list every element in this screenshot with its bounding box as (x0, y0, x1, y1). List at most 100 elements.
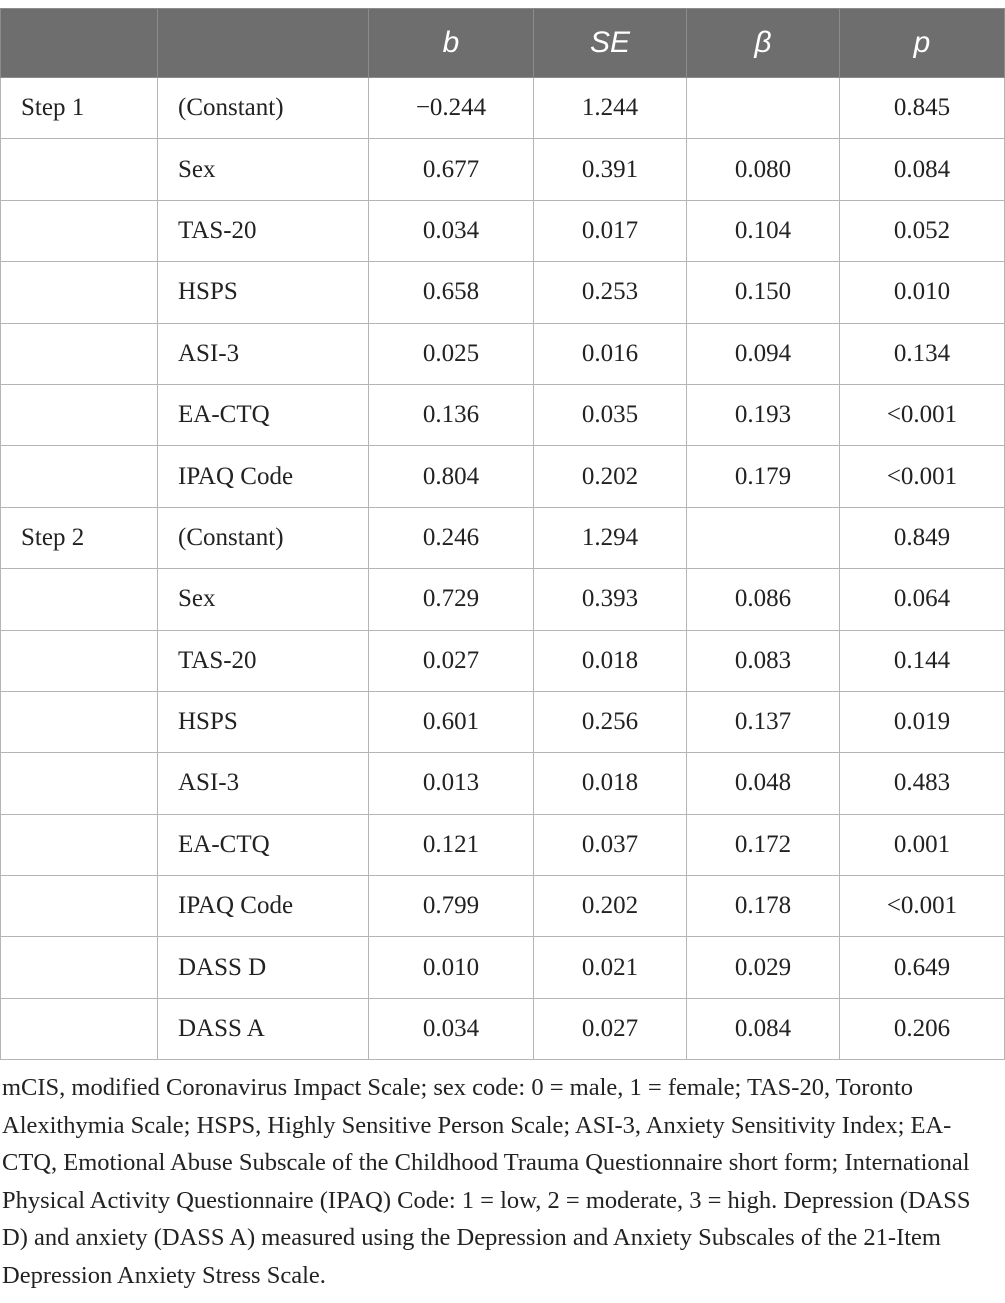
se-cell: 0.027 (533, 997, 687, 1061)
table-row: IPAQ Code 0.799 0.202 0.178 <0.001 (0, 875, 1005, 938)
variable-cell: IPAQ Code (157, 445, 369, 508)
b-cell: 0.677 (368, 138, 534, 201)
variable-cell: TAS-20 (157, 199, 369, 263)
p-cell: <0.001 (839, 445, 1005, 508)
variable-cell: (Constant) (157, 76, 369, 140)
b-cell: 0.601 (368, 690, 534, 754)
table-row: TAS-20 0.027 0.018 0.083 0.144 (0, 629, 1005, 692)
table-row: Sex 0.729 0.393 0.086 0.064 (0, 568, 1005, 631)
table-row: DASS D 0.010 0.021 0.029 0.649 (0, 936, 1005, 999)
variable-cell: DASS A (157, 997, 369, 1061)
se-cell: 0.018 (533, 629, 687, 692)
variable-cell: EA-CTQ (157, 383, 369, 447)
p-cell: 0.649 (839, 936, 1005, 999)
p-cell: 0.019 (839, 690, 1005, 754)
table-row: ASI-3 0.025 0.016 0.094 0.134 (0, 322, 1005, 385)
step-cell (0, 383, 158, 447)
se-cell: 0.391 (533, 138, 687, 201)
step-cell (0, 752, 158, 815)
step-cell (0, 199, 158, 263)
beta-cell: 0.083 (686, 629, 840, 692)
beta-cell: 0.179 (686, 445, 840, 508)
p-cell: 0.849 (839, 506, 1005, 570)
se-cell: 0.253 (533, 261, 687, 324)
b-cell: 0.246 (368, 506, 534, 570)
p-cell: 0.483 (839, 752, 1005, 815)
variable-cell: Sex (157, 138, 369, 201)
step-cell: Step 1 (0, 76, 158, 140)
step-cell (0, 813, 158, 877)
step-cell (0, 568, 158, 631)
beta-cell: 0.094 (686, 322, 840, 385)
beta-cell: 0.084 (686, 997, 840, 1061)
step-cell: Step 2 (0, 506, 158, 570)
variable-cell: Sex (157, 568, 369, 631)
table-row: IPAQ Code 0.804 0.202 0.179 <0.001 (0, 445, 1005, 508)
step-cell (0, 875, 158, 938)
se-cell: 0.021 (533, 936, 687, 999)
p-cell: 0.134 (839, 322, 1005, 385)
table-row: HSPS 0.658 0.253 0.150 0.010 (0, 261, 1005, 324)
se-cell: 0.017 (533, 199, 687, 263)
variable-cell: HSPS (157, 261, 369, 324)
table-row: Step 1 (Constant) −0.244 1.244 0.845 (0, 76, 1005, 140)
beta-cell: 0.048 (686, 752, 840, 815)
p-cell: 0.010 (839, 261, 1005, 324)
table-body: Step 1 (Constant) −0.244 1.244 0.845 Sex 0.677… (0, 76, 1005, 1061)
b-cell: 0.013 (368, 752, 534, 815)
b-cell: 0.658 (368, 261, 534, 324)
table-row: HSPS 0.601 0.256 0.137 0.019 (0, 690, 1005, 754)
beta-cell: 0.137 (686, 690, 840, 754)
header-variable (157, 8, 369, 78)
b-cell: 0.804 (368, 445, 534, 508)
b-cell: −0.244 (368, 76, 534, 140)
se-cell: 0.018 (533, 752, 687, 815)
variable-cell: ASI-3 (157, 322, 369, 385)
se-cell: 0.393 (533, 568, 687, 631)
se-cell: 0.202 (533, 875, 687, 938)
beta-cell: 0.029 (686, 936, 840, 999)
variable-cell: ASI-3 (157, 752, 369, 815)
p-cell: 0.845 (839, 76, 1005, 140)
step-cell (0, 445, 158, 508)
p-cell: <0.001 (839, 875, 1005, 938)
variable-cell: IPAQ Code (157, 875, 369, 938)
p-cell: 0.064 (839, 568, 1005, 631)
se-cell: 1.244 (533, 76, 687, 140)
table-row: TAS-20 0.034 0.017 0.104 0.052 (0, 199, 1005, 263)
se-cell: 0.016 (533, 322, 687, 385)
table-row: EA-CTQ 0.136 0.035 0.193 <0.001 (0, 383, 1005, 447)
b-cell: 0.136 (368, 383, 534, 447)
header-step (0, 8, 158, 78)
beta-cell (686, 76, 840, 140)
p-cell: 0.084 (839, 138, 1005, 201)
beta-cell: 0.150 (686, 261, 840, 324)
beta-cell: 0.104 (686, 199, 840, 263)
variable-cell: HSPS (157, 690, 369, 754)
p-cell: 0.144 (839, 629, 1005, 692)
header-se: SE (533, 8, 687, 78)
table-row: EA-CTQ 0.121 0.037 0.172 0.001 (0, 813, 1005, 877)
se-cell: 0.035 (533, 383, 687, 447)
header-b: b (368, 8, 534, 78)
step-cell (0, 997, 158, 1061)
beta-cell: 0.178 (686, 875, 840, 938)
table-row: DASS A 0.034 0.027 0.084 0.206 (0, 997, 1005, 1061)
se-cell: 0.256 (533, 690, 687, 754)
step-cell (0, 261, 158, 324)
table-row: ASI-3 0.013 0.018 0.048 0.483 (0, 752, 1005, 815)
se-cell: 0.037 (533, 813, 687, 877)
p-cell: 0.052 (839, 199, 1005, 263)
p-cell: <0.001 (839, 383, 1005, 447)
regression-table: b SE β p Step 1 (Constant) −0.244 1.244 0.84… (0, 8, 1005, 1061)
b-cell: 0.025 (368, 322, 534, 385)
header-p: p (839, 8, 1005, 78)
b-cell: 0.729 (368, 568, 534, 631)
p-cell: 0.206 (839, 997, 1005, 1061)
beta-cell: 0.172 (686, 813, 840, 877)
table-footnote: mCIS, modified Coronavirus Impact Scale;… (2, 1074, 971, 1289)
step-cell (0, 138, 158, 201)
table-row: Step 2 (Constant) 0.246 1.294 0.849 (0, 506, 1005, 570)
variable-cell: DASS D (157, 936, 369, 999)
beta-cell: 0.193 (686, 383, 840, 447)
